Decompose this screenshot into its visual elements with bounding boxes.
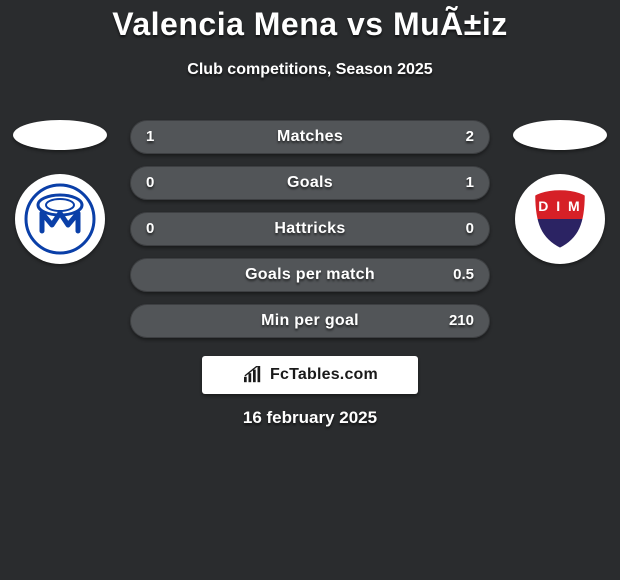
stat-right-value: 210 — [449, 304, 474, 338]
stat-right-value: 0 — [466, 212, 474, 246]
left-crest-icon — [24, 183, 96, 255]
stat-label: Hattricks — [130, 212, 490, 246]
stat-row-goals: 0 Goals 1 — [130, 166, 490, 200]
right-team-crest: D I M — [515, 174, 605, 264]
stat-right-value: 0.5 — [453, 258, 474, 292]
stats-column: 1 Matches 2 0 Goals 1 0 Hattricks 0 Goal… — [130, 120, 490, 350]
comparison-card: Valencia Mena vs MuÃ±iz Club competition… — [0, 0, 620, 580]
bar-chart-icon — [242, 366, 264, 384]
right-team-column: D I M — [500, 120, 620, 264]
page-subtitle: Club competitions, Season 2025 — [0, 61, 620, 79]
stat-row-hattricks: 0 Hattricks 0 — [130, 212, 490, 246]
left-team-column — [0, 120, 120, 264]
right-team-name-ellipse — [513, 120, 607, 150]
stat-row-min-per-goal: Min per goal 210 — [130, 304, 490, 338]
right-crest-icon: D I M — [524, 183, 596, 255]
stat-right-value: 1 — [466, 166, 474, 200]
stat-label: Goals — [130, 166, 490, 200]
stat-label: Matches — [130, 120, 490, 154]
brand-badge: FcTables.com — [202, 356, 418, 394]
left-team-name-ellipse — [13, 120, 107, 150]
stat-row-goals-per-match: Goals per match 0.5 — [130, 258, 490, 292]
stat-row-matches: 1 Matches 2 — [130, 120, 490, 154]
stat-label: Min per goal — [130, 304, 490, 338]
left-team-crest — [15, 174, 105, 264]
date-label: 16 february 2025 — [0, 408, 620, 428]
page-title: Valencia Mena vs MuÃ±iz — [0, 6, 620, 43]
stat-label: Goals per match — [130, 258, 490, 292]
stat-right-value: 2 — [466, 120, 474, 154]
brand-text: FcTables.com — [270, 366, 378, 384]
right-crest-letters: D I M — [538, 198, 581, 214]
